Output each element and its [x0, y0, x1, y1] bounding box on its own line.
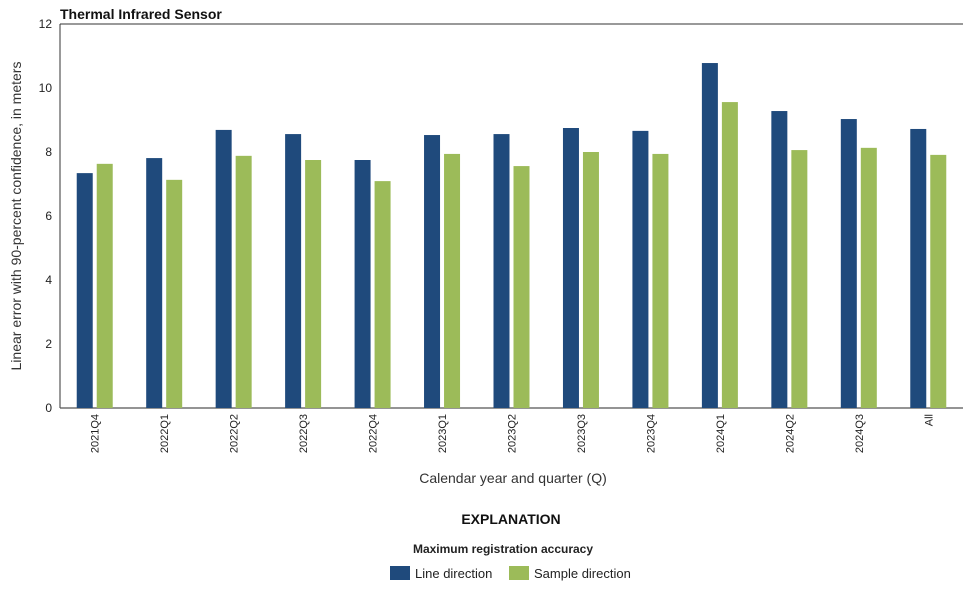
y-tick-label: 4: [45, 273, 52, 287]
x-tick-label: 2022Q2: [229, 414, 241, 453]
bar-line-2023q4: [632, 130, 649, 408]
bar-line-2023q1: [424, 135, 441, 409]
bar-sample-2022q2: [235, 155, 252, 408]
chart-title: Thermal Infrared Sensor: [60, 6, 222, 22]
x-tick-label: 2023Q4: [645, 414, 657, 453]
legend-swatch-line: [390, 566, 410, 580]
x-tick-label: 2024Q2: [784, 414, 796, 453]
x-tick-label: 2023Q3: [576, 414, 588, 453]
bar-line-2023q2: [493, 134, 510, 408]
y-tick-label: 10: [39, 81, 53, 95]
y-tick-label: 6: [45, 209, 52, 223]
x-tick-label: 2022Q4: [368, 414, 380, 453]
bar-sample-2022q3: [305, 160, 322, 408]
y-tick-label: 12: [39, 17, 53, 31]
y-tick-label: 0: [45, 401, 52, 415]
bar-line-all: [910, 128, 927, 408]
bar-line-2024q1: [701, 63, 718, 408]
y-axis-label: Linear error with 90-percent confidence,…: [8, 62, 24, 371]
bar-sample-2024q2: [791, 150, 808, 408]
x-tick-label: 2022Q1: [159, 414, 171, 453]
plot-area: 0 2 4 6 8 10 12 2021Q4 2022Q1 2022Q2 2022Q3 2022Q4 2…: [39, 17, 963, 453]
x-tick-label: 2023Q1: [437, 414, 449, 453]
bar-line-2022q4: [354, 160, 371, 408]
legend-label-sample: Sample direction: [534, 566, 631, 581]
bar-sample-2023q4: [652, 153, 669, 408]
bar-sample-2021q4: [96, 163, 113, 408]
bar-line-2022q3: [285, 134, 302, 408]
x-tick-label: 2021Q4: [90, 414, 102, 453]
x-tick-label: 2022Q3: [298, 414, 310, 453]
legend-label-line: Line direction: [415, 566, 492, 581]
bar-sample-2023q2: [513, 166, 530, 408]
bar-sample-2022q4: [374, 181, 391, 408]
x-tick-label: 2024Q3: [854, 414, 866, 453]
y-tick-label: 8: [45, 145, 52, 159]
x-tick-label: 2024Q1: [715, 414, 727, 453]
legend-subheading: Maximum registration accuracy: [413, 542, 593, 556]
bar-sample-2022q1: [166, 179, 183, 408]
bar-line-2024q3: [840, 119, 857, 408]
bar-sample-all: [930, 154, 947, 408]
x-tick-label: All: [923, 414, 935, 426]
bar-sample-2024q3: [860, 147, 877, 408]
bar-line-2024q2: [771, 111, 788, 408]
bar-line-2022q1: [146, 158, 163, 408]
x-axis-label: Calendar year and quarter (Q): [419, 470, 607, 486]
bar-sample-2023q3: [582, 152, 599, 408]
bar-line-2023q3: [562, 128, 579, 408]
legend-swatch-sample: [509, 566, 529, 580]
y-tick-label: 2: [45, 337, 52, 351]
bar-line-2022q2: [215, 129, 232, 409]
bar-sample-2023q1: [444, 153, 461, 408]
bar-line-2021q4: [76, 173, 93, 408]
bar-sample-2024q1: [721, 102, 738, 408]
legend-heading: EXPLANATION: [461, 511, 560, 527]
x-tick-label: 2023Q2: [507, 414, 519, 453]
